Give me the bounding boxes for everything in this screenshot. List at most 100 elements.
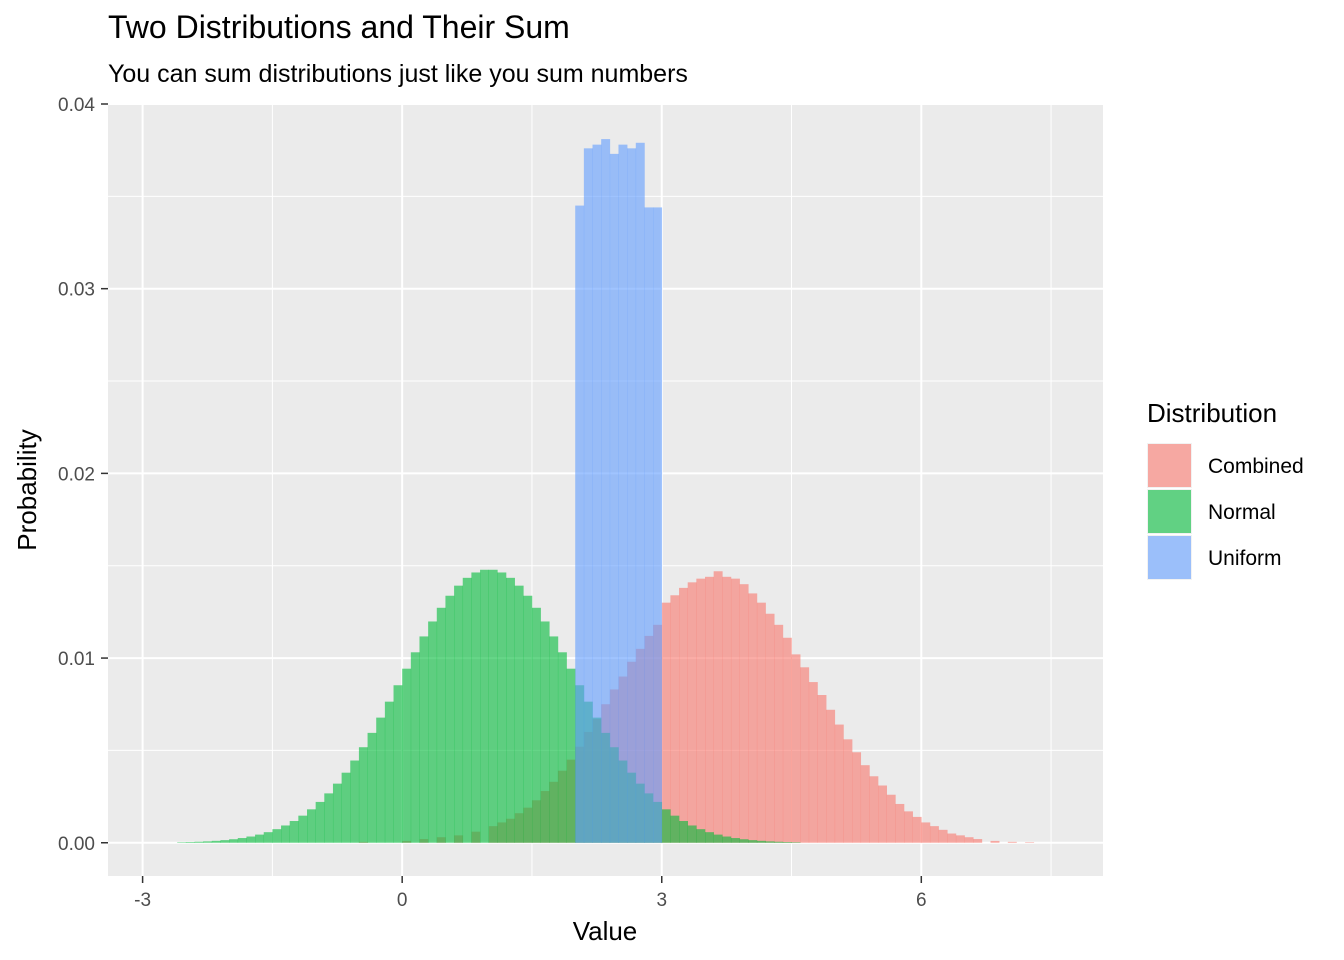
y-tick-label: 0.03 [58,280,95,301]
legend-key-normal [1148,490,1191,533]
normal-bar [332,783,342,843]
normal-bar [307,809,316,843]
combined-bar [705,576,714,843]
normal-bar [246,836,256,843]
legend-title: Distribution [1147,398,1277,428]
normal-bar [471,572,481,843]
normal-bar [263,832,273,843]
normal-bar [324,793,334,843]
normal-bar [557,652,567,843]
combined-bar [860,765,870,843]
x-tick-label: 3 [656,890,667,911]
normal-bar [462,577,472,843]
combined-bar [748,593,758,843]
normal-bar [782,842,792,843]
combined-bar [826,709,836,843]
normal-bar [523,595,533,843]
normal-bar [194,841,204,843]
normal-bar [237,838,247,843]
x-tick-label: 0 [397,890,408,911]
uniform-bar [627,148,637,843]
combined-bar [869,776,879,843]
normal-bar [428,621,438,843]
x-tick-label: 6 [916,890,927,911]
combined-bar [895,803,905,843]
combined-bar [947,833,957,843]
normal-bar [670,815,680,843]
normal-bar [384,701,394,843]
combined-bar [661,602,671,843]
uniform-bar [609,153,619,843]
normal-bar [410,652,420,843]
normal-bar [687,825,697,843]
x-tick-label: -3 [134,890,151,911]
y-tick-label: 0.00 [58,834,95,855]
normal-bar [679,821,688,843]
combined-bar [722,576,732,843]
normal-bar [497,572,507,843]
normal-bar [705,832,714,843]
normal-bar [661,809,671,843]
normal-bar [272,829,282,843]
normal-bar [376,717,386,843]
legend-label-normal: Normal [1208,501,1276,524]
normal-bar [445,595,455,843]
combined-bar [696,578,706,843]
x-axis-title: Value [573,916,638,946]
chart-title: Two Distributions and Their Sum [108,9,570,45]
uniform-bar [592,144,602,843]
normal-bar [765,841,775,843]
uniform-bar [575,205,585,843]
combined-bar [739,584,749,843]
normal-bar [436,607,446,843]
normal-bar [177,842,187,843]
combined-bar [878,785,887,843]
combined-bar [679,587,688,843]
combined-bar [687,582,697,843]
combined-bar [1025,842,1035,843]
combined-bar [834,724,844,843]
combined-bar [782,637,792,843]
combined-bar [955,835,965,843]
normal-bar [540,621,550,843]
combined-bar [938,829,948,843]
normal-bar [393,685,403,843]
normal-bar [549,636,559,843]
combined-bar [730,578,740,843]
y-axis-title: Probability [12,429,42,550]
legend-key-combined [1148,444,1191,487]
normal-bar [255,834,265,843]
normal-bar [341,772,351,843]
normal-bar [748,840,758,843]
combined-bar [774,624,784,843]
y-tick-label: 0.02 [58,464,95,485]
normal-bar [514,585,524,843]
normal-bar [419,636,429,843]
x-axis-tick-labels: -3 0 3 6 [134,890,926,911]
combined-bar [886,794,896,843]
combined-bar [808,682,818,843]
normal-bar [756,840,766,843]
normal-bar [289,821,299,843]
normal-bar [506,577,515,843]
normal-bar [367,732,377,843]
uniform-bar [644,207,654,843]
normal-bar [358,747,368,843]
normal-bar [730,838,740,843]
axis-ticks [101,103,923,883]
combined-bar [1007,841,1017,843]
chart-subtitle: You can sum distributions just like you … [108,60,688,88]
normal-bar [480,569,489,843]
legend-label-uniform: Uniform [1208,547,1282,570]
normal-bar [488,569,498,843]
y-axis-tick-labels: 0.00 0.01 0.02 0.03 0.04 [58,95,95,855]
combined-bar [990,840,1000,843]
normal-bar [566,668,576,843]
combined-bar [765,613,775,843]
normal-bar [315,801,325,843]
uniform-bar [601,139,611,843]
uniform-bar [583,148,593,843]
normal-bar [454,585,464,843]
combined-bar [929,826,939,843]
normal-bar [402,668,412,843]
